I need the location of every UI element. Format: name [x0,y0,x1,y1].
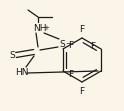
Text: F: F [91,42,96,51]
Text: F: F [79,86,85,95]
Text: F: F [68,42,74,51]
Text: S: S [9,51,15,59]
Text: −: − [65,41,71,47]
Text: NH: NH [33,24,47,33]
Text: S: S [59,40,65,49]
Text: HN: HN [15,67,29,76]
Text: F: F [68,69,74,78]
Text: F: F [79,25,85,34]
Text: +: + [44,25,49,31]
